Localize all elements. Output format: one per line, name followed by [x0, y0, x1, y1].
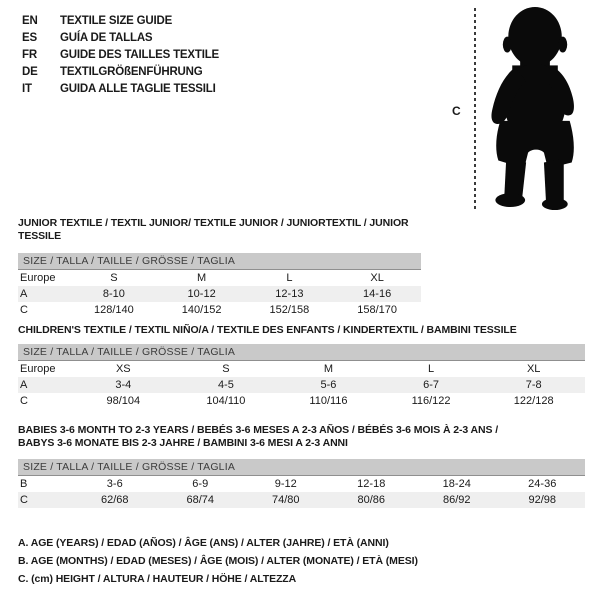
height-dotted-line	[474, 8, 476, 210]
footnotes: A. AGE (YEARS) / EDAD (AÑOS) / ÂGE (ANS)…	[18, 534, 418, 588]
row-label-cell: B	[20, 478, 28, 490]
row-label-cell: A	[20, 288, 28, 300]
language-title: GUIDE DES TAILLES TEXTILE	[60, 49, 219, 61]
table-row: C 62/68 68/74 74/80 80/86 86/92 92/98	[18, 492, 585, 508]
size-bar: SIZE / TALLA / TAILLE / GRÖSSE / TAGLIA	[18, 344, 585, 361]
language-code: FR	[22, 49, 37, 61]
table-cell: 3-6	[106, 478, 123, 490]
language-row: DE TEXTILGRÖßENFÜHRUNG	[22, 64, 219, 81]
size-table: Europe XS S M L XL A 3-4 4-5 5-6 6-7 7-8 C 98/104 104/…	[18, 361, 585, 409]
table-cell: 122/128	[513, 395, 554, 407]
row-label-cell: C	[20, 494, 28, 506]
language-row: ES GUÍA DE TALLAS	[22, 30, 219, 47]
table-cell: 68/74	[186, 494, 215, 506]
header-cell: M	[323, 363, 334, 375]
size-table: Europe S M L XL A 8-10 10-12 12-13 14-16 C 128/140 1…	[18, 270, 421, 318]
table-cell: 92/98	[528, 494, 557, 506]
language-code: DE	[22, 66, 38, 78]
size-bar: SIZE / TALLA / TAILLE / GRÖSSE / TAGLIA	[18, 459, 585, 476]
baby-silhouette-icon	[491, 6, 574, 211]
row-label-cell: C	[20, 304, 28, 316]
footnote-line: B. AGE (MONTHS) / EDAD (MESES) / ÂGE (MO…	[18, 555, 418, 567]
header-cell: XS	[115, 363, 131, 375]
table-cell: 8-10	[102, 288, 125, 300]
header-cell: XL	[370, 272, 384, 284]
language-title: TEXTILE SIZE GUIDE	[60, 15, 173, 27]
section-title: CHILDREN'S TEXTILE / TEXTIL NIÑO/A / TEX…	[18, 324, 517, 336]
table-cell: 80/86	[357, 494, 386, 506]
row-label-cell: A	[20, 379, 28, 391]
section-junior-textile: JUNIOR TEXTILE / TEXTIL JUNIOR/ TEXTILE …	[18, 217, 421, 318]
language-row: FR GUIDE DES TAILLES TEXTILE	[22, 47, 219, 64]
table-row: A 8-10 10-12 12-13 14-16	[18, 286, 421, 302]
table-cell: 128/140	[93, 304, 134, 316]
height-measure-label: C	[452, 104, 461, 118]
table-cell: 5-6	[320, 379, 337, 391]
table-row: A 3-4 4-5 5-6 6-7 7-8	[18, 377, 585, 393]
table-cell: 14-16	[363, 288, 392, 300]
header-cell: L	[428, 363, 435, 375]
table-cell: 86/92	[442, 494, 471, 506]
table-cell: 7-8	[525, 379, 542, 391]
size-bar: SIZE / TALLA / TAILLE / GRÖSSE / TAGLIA	[18, 253, 421, 270]
language-row: EN TEXTILE SIZE GUIDE	[22, 13, 219, 30]
table-cell: 74/80	[271, 494, 300, 506]
table-cell: 104/110	[206, 395, 246, 407]
language-code: EN	[22, 15, 38, 27]
table-cell: 98/104	[106, 395, 141, 407]
language-title: TEXTILGRÖßENFÜHRUNG	[60, 66, 203, 78]
header-cell: Europe	[20, 272, 56, 284]
table-row: C 98/104 104/110 110/116 116/122 122/128	[18, 393, 585, 409]
table-cell: 158/170	[357, 304, 397, 316]
table-cell: 116/122	[411, 395, 451, 407]
table-row: C 128/140 140/152 152/158 158/170	[18, 302, 421, 318]
section-babies-textile: BABIES 3-6 MONTH TO 2-3 YEARS / BEBÉS 3-…	[18, 424, 585, 508]
header-cell: Europe	[20, 363, 56, 375]
table-cell: 10-12	[187, 288, 216, 300]
table-cell: 6-7	[423, 379, 440, 391]
language-code: ES	[22, 32, 37, 44]
table-row: B 3-6 6-9 9-12 12-18 18-24 24-36	[18, 476, 585, 492]
table-header-row: Europe S M L XL	[18, 270, 421, 286]
section-childrens-textile: CHILDREN'S TEXTILE / TEXTIL NIÑO/A / TEX…	[18, 324, 585, 409]
size-table: B 3-6 6-9 9-12 12-18 18-24 24-36 C 62/68 68/74 74/…	[18, 476, 585, 508]
baby-height-figure: C	[440, 0, 600, 220]
header-cell: M	[197, 272, 207, 284]
language-row: IT GUIDA ALLE TAGLIE TESSILI	[22, 81, 219, 98]
header-cell: L	[286, 272, 293, 284]
table-cell: 12-13	[275, 288, 304, 300]
table-cell: 3-4	[115, 379, 132, 391]
footnote-line: A. AGE (YEARS) / EDAD (AÑOS) / ÂGE (ANS)…	[18, 537, 389, 549]
table-cell: 12-18	[357, 478, 386, 490]
table-cell: 9-12	[274, 478, 297, 490]
table-header-row: Europe XS S M L XL	[18, 361, 585, 377]
footnote-line: C. (cm) HEIGHT / ALTURA / HAUTEUR / HÖHE…	[18, 573, 297, 585]
table-cell: 152/158	[269, 304, 310, 316]
table-cell: 140/152	[181, 304, 222, 316]
language-list: EN TEXTILE SIZE GUIDE ES GUÍA DE TALLAS FR GU…	[22, 13, 219, 98]
header-cell: S	[222, 363, 230, 375]
section-title: BABIES 3-6 MONTH TO 2-3 YEARS / BEBÉS 3-…	[18, 424, 499, 449]
language-title: GUÍA DE TALLAS	[60, 32, 153, 44]
table-cell: 62/68	[100, 494, 129, 506]
section-title: JUNIOR TEXTILE / TEXTIL JUNIOR/ TEXTILE …	[18, 217, 409, 242]
table-cell: 4-5	[217, 379, 234, 391]
language-code: IT	[22, 83, 32, 95]
language-title: GUIDA ALLE TAGLIE TESSILI	[60, 83, 216, 95]
header-cell: XL	[526, 363, 541, 375]
table-cell: 24-36	[528, 478, 557, 490]
table-cell: 6-9	[192, 478, 209, 490]
row-label-cell: C	[20, 395, 28, 407]
table-cell: 110/116	[309, 395, 348, 407]
header-cell: S	[110, 272, 118, 284]
table-cell: 18-24	[442, 478, 471, 490]
